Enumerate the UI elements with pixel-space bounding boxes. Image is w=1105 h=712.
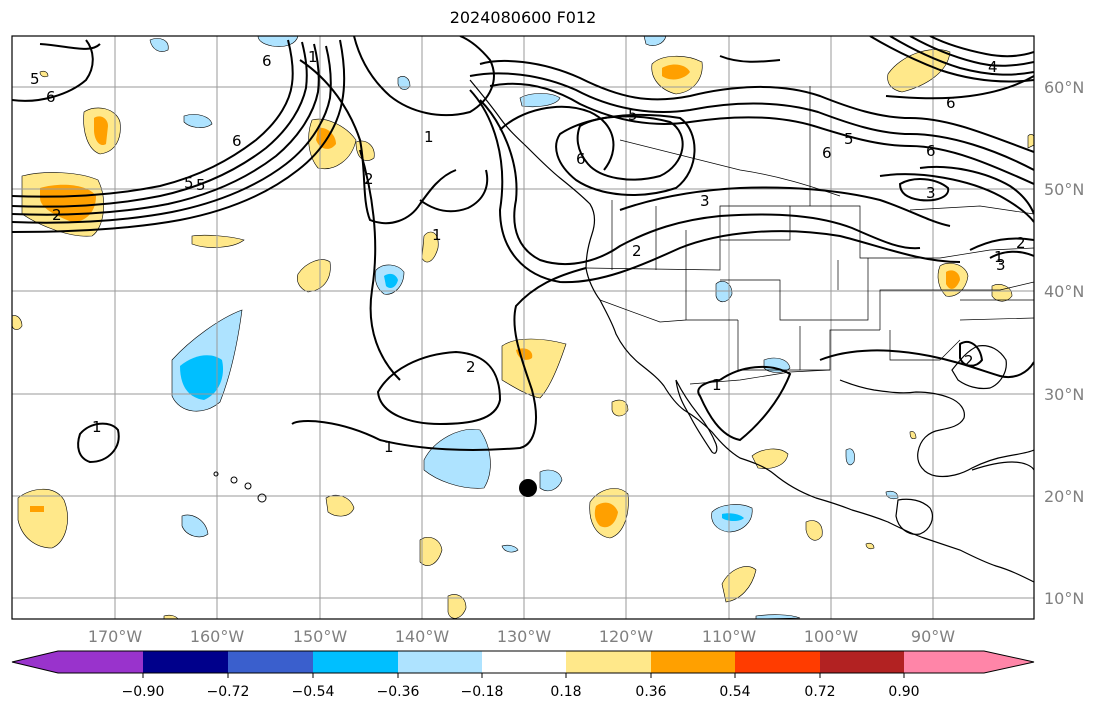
contour-label: 2	[364, 170, 374, 188]
contour-label: 2	[466, 358, 476, 376]
lat-label-40n: 40°N	[1044, 282, 1084, 301]
contour-label: 5	[30, 70, 40, 88]
shaded-anomalies	[12, 36, 1034, 619]
colorbar-tick-label: −0.36	[377, 684, 420, 700]
lon-label-170w: 170°W	[88, 627, 143, 646]
contour-label: 6	[46, 88, 56, 106]
colorbar-segments	[12, 651, 1034, 673]
colorbar-extend-min	[12, 651, 58, 673]
lon-label-140w: 140°W	[395, 627, 450, 646]
colorbar-tick-label: 0.90	[888, 684, 919, 700]
latitude-labels: 60°N 50°N 40°N 30°N 20°N 10°N	[1044, 78, 1084, 608]
contour-label: 1	[308, 48, 318, 66]
colorbar-segment	[482, 651, 566, 673]
colorbar: −0.90 −0.72 −0.54 −0.36 −0.18 0.18 0.36 …	[11, 650, 1035, 700]
contour-label: 5	[196, 176, 206, 194]
contour-label: 3	[996, 256, 1006, 274]
colorbar-outline	[11, 650, 1035, 674]
marker-dot	[519, 479, 537, 497]
lon-label-110w: 110°W	[702, 627, 757, 646]
contour-label: 4	[988, 58, 998, 76]
longitude-labels: 170°W 160°W 150°W 140°W 130°W 120°W 110°…	[88, 627, 955, 646]
colorbar-segment	[820, 651, 904, 673]
colorbar-extend-max	[984, 651, 1034, 673]
colorbar-tick-label: 0.54	[719, 684, 750, 700]
contour-label: 6	[946, 94, 956, 112]
contour-label: 5	[844, 130, 854, 148]
colorbar-tick-label: −0.72	[207, 684, 250, 700]
colorbar-tick-label: −0.90	[122, 684, 165, 700]
contour-label: 6	[262, 52, 272, 70]
contour-label: 1	[424, 128, 434, 146]
lon-label-160w: 160°W	[190, 627, 245, 646]
colorbar-segment	[313, 651, 398, 673]
contour-label: 2	[964, 352, 974, 370]
contour-label: 2	[1016, 234, 1026, 252]
contour-label: 5	[184, 174, 194, 192]
colorbar-tick-label: 0.36	[635, 684, 666, 700]
colorbar-segment	[651, 651, 735, 673]
colorbar-segment	[143, 651, 228, 673]
colorbar-segment	[566, 651, 651, 673]
contour-label: 2	[52, 206, 62, 224]
colorbar-tick-label: −0.18	[461, 684, 504, 700]
contour-label: 2	[632, 242, 642, 260]
contour-label: 1	[712, 376, 722, 394]
lat-label-10n: 10°N	[1044, 589, 1084, 608]
colorbar-segment	[735, 651, 820, 673]
colorbar-ticks	[142, 673, 905, 678]
colorbar-segment	[58, 651, 143, 673]
colorbar-tick-labels: −0.90 −0.72 −0.54 −0.36 −0.18 0.18 0.36 …	[122, 684, 920, 700]
map-frame	[11, 35, 1035, 620]
lon-label-130w: 130°W	[497, 627, 552, 646]
graticule	[12, 36, 1034, 619]
colorbar-tick-label: 0.72	[804, 684, 835, 700]
contour-label: 5	[628, 106, 638, 124]
hawaii-islands	[213, 471, 267, 503]
contour-label: 1	[994, 248, 1004, 266]
contour-label: 1	[384, 438, 394, 456]
contour-label: 1	[92, 418, 102, 436]
contour-label: 6	[822, 144, 832, 162]
colorbar-tick-label: −0.54	[292, 684, 335, 700]
map-background	[12, 36, 1034, 619]
contour-label: 1	[432, 226, 442, 244]
lat-label-20n: 20°N	[1044, 487, 1084, 506]
contour-label: 6	[576, 150, 586, 168]
colorbar-segment	[228, 651, 313, 673]
lon-label-150w: 150°W	[293, 627, 348, 646]
contour-label: 6	[926, 142, 936, 160]
lon-label-90w: 90°W	[911, 627, 955, 646]
lon-label-100w: 100°W	[804, 627, 859, 646]
coastlines	[469, 79, 1034, 583]
colorbar-tick-label: 0.18	[550, 684, 581, 700]
lon-label-120w: 120°W	[599, 627, 654, 646]
contour-lines	[12, 36, 1034, 464]
colorbar-segment	[398, 651, 482, 673]
lat-label-30n: 30°N	[1044, 385, 1084, 404]
contour-labels: 5 6 6 5 5 6 1 1 2 1 5 6 6 3 3 5 6 3 6 2 …	[30, 48, 1026, 456]
map-title: 2024080600 F012	[449, 8, 597, 27]
lat-label-60n: 60°N	[1044, 78, 1084, 97]
colorbar-segment	[904, 651, 984, 673]
contour-label: 3	[926, 184, 936, 202]
contour-label: 6	[232, 132, 242, 150]
lat-label-50n: 50°N	[1044, 180, 1084, 199]
contour-label: 3	[700, 192, 710, 210]
